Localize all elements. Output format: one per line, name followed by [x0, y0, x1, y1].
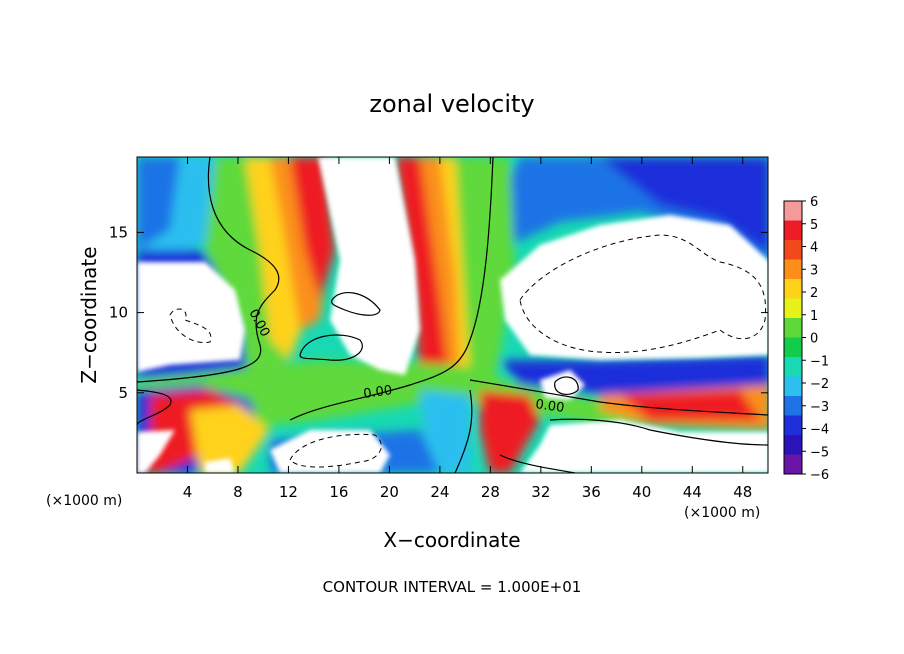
x-tick-label: 40	[632, 483, 651, 501]
colorbar-swatch	[784, 396, 802, 416]
colorbar-swatch	[784, 337, 802, 358]
x-tick-label: 4	[183, 483, 193, 501]
colorbar-swatch	[784, 279, 802, 299]
y-tick-label: 10	[109, 304, 128, 322]
y-tick-label: 15	[109, 223, 128, 241]
x-axis-title: X−coordinate	[383, 528, 520, 552]
x-tick-label: 8	[233, 483, 243, 501]
colorbar-swatch	[784, 259, 802, 280]
x-axis: 4 8 12 16 20 24 28 32 36 40 44 48	[183, 157, 752, 501]
colorbar-label: −1	[810, 354, 829, 369]
colorbar-swatch	[784, 376, 802, 397]
contour-lines	[137, 157, 768, 473]
colorbar-label: −4	[810, 423, 829, 438]
colorbar-label: −3	[810, 400, 829, 415]
colorbar-label: −5	[810, 445, 829, 460]
colorbar-swatch	[784, 240, 802, 260]
colorbar: 6 5 4 3 2 1 0 −1 −2 −3 −4 −5 −6	[783, 195, 829, 483]
x-tick-label: 16	[329, 483, 348, 501]
y-tick-label: 5	[118, 384, 128, 402]
x-tick-label: 12	[279, 483, 298, 501]
colorbar-label: 4	[810, 241, 818, 256]
y-axis-title: Z−coordinate	[77, 246, 101, 383]
x-tick-label: 36	[582, 483, 601, 501]
contour-lines-dashed	[169, 234, 767, 468]
contour-interval-note: CONTOUR INTERVAL = 1.000E+01	[323, 578, 582, 596]
colorbar-label: 5	[810, 218, 818, 233]
y-axis: 5 10 15	[109, 223, 768, 402]
colorbar-swatch	[784, 298, 802, 319]
colorbar-swatch	[784, 201, 802, 221]
colorbar-label: 1	[810, 309, 818, 324]
colorbar-swatch	[784, 220, 802, 241]
colorbar-swatch	[784, 454, 802, 475]
colorbar-label: 3	[810, 263, 818, 278]
plot-area: 0.00 0.00 0.00	[137, 157, 768, 473]
plot-frame	[136, 156, 769, 474]
contour-label: 0.00	[534, 397, 565, 416]
colorbar-swatch	[784, 435, 802, 455]
colorbar-swatch	[784, 357, 802, 377]
x-tick-label: 20	[380, 483, 399, 501]
colorbar-label: 2	[810, 286, 818, 301]
x-unit-label-left: (×1000 m)	[46, 493, 122, 509]
colorbar-label: −2	[810, 377, 829, 392]
x-tick-label: 24	[430, 483, 449, 501]
colorbar-swatch	[784, 415, 802, 436]
x-tick-label: 32	[531, 483, 550, 501]
x-tick-label: 44	[683, 483, 702, 501]
contour-label: 0.00	[362, 383, 393, 402]
colorbar-label: 0	[810, 332, 818, 347]
x-tick-label: 28	[481, 483, 500, 501]
x-unit-label-right: (×1000 m)	[684, 505, 760, 521]
colorbar-swatch	[784, 318, 802, 338]
x-tick-label: 48	[733, 483, 752, 501]
colorbar-label: −6	[810, 468, 829, 483]
chart-title: zonal velocity	[369, 90, 534, 118]
colorbar-label: 6	[810, 195, 818, 210]
